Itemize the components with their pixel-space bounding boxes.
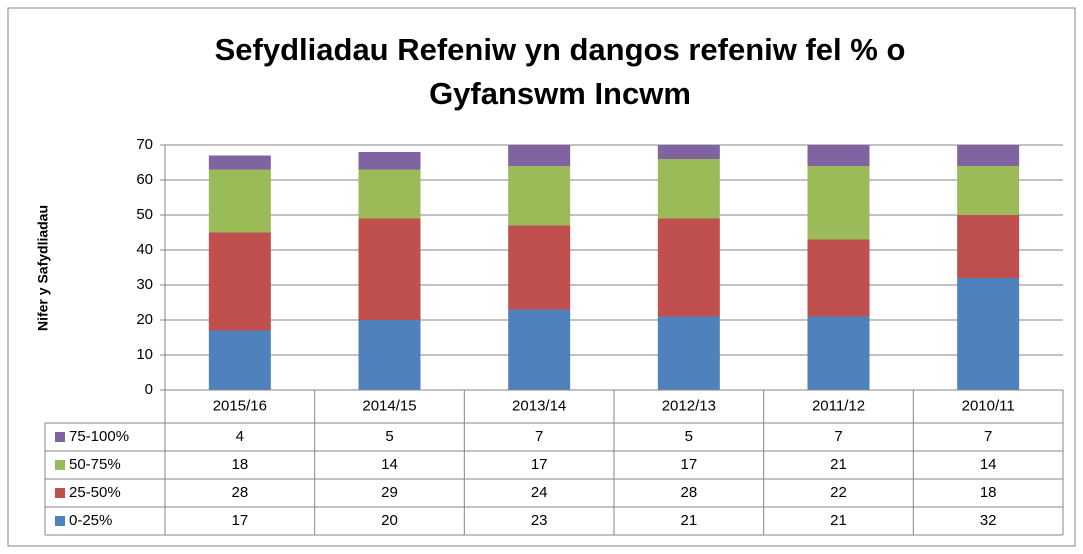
bars	[208, 145, 1020, 390]
x-tick-label: 2015/16	[213, 397, 267, 414]
bar-segment	[508, 166, 571, 226]
table-value: 17	[231, 512, 248, 529]
x-tick-label: 2014/15	[362, 397, 416, 414]
y-tick-label: 20	[136, 311, 153, 328]
y-tick-label: 0	[145, 381, 153, 398]
bar-segment	[358, 169, 421, 219]
y-tick-label: 40	[136, 241, 153, 258]
legend-swatch	[55, 488, 65, 498]
bar-segment	[657, 159, 720, 219]
table-value: 5	[685, 428, 693, 445]
bar-segment	[957, 145, 1020, 166]
bar-segment	[208, 155, 271, 170]
table-value: 21	[830, 456, 847, 473]
table-value: 21	[680, 512, 697, 529]
table-value: 28	[231, 484, 248, 501]
table-value: 32	[980, 512, 997, 529]
table-value: 17	[680, 456, 697, 473]
legend-label: 25-50%	[69, 484, 121, 501]
bar-segment	[807, 145, 870, 166]
x-tick-label: 2012/13	[662, 397, 716, 414]
bar-segment	[807, 239, 870, 317]
bar-segment	[358, 320, 421, 390]
table-value: 7	[834, 428, 842, 445]
y-tick-label: 10	[136, 346, 153, 363]
table-value: 18	[231, 456, 248, 473]
legend-swatch	[55, 432, 65, 442]
bar-segment	[807, 316, 870, 390]
table-value: 14	[980, 456, 997, 473]
y-tick-label: 60	[136, 171, 153, 188]
table-value: 29	[381, 484, 398, 501]
table-value: 17	[531, 456, 548, 473]
bar-segment	[358, 152, 421, 170]
table-value: 21	[830, 512, 847, 529]
y-tick-label: 30	[136, 276, 153, 293]
table-value: 7	[535, 428, 543, 445]
bar-segment	[508, 225, 571, 310]
bar-segment	[508, 145, 571, 166]
table-value: 20	[381, 512, 398, 529]
chart-title: Sefydliadau Refeniw yn dangos refeniw fe…	[215, 32, 906, 67]
bar-segment	[358, 218, 421, 320]
bar-segment	[957, 215, 1020, 278]
bar-segment	[957, 278, 1020, 390]
chart-title: Gyfanswm Incwm	[429, 76, 691, 111]
bar-segment	[957, 166, 1020, 215]
bar-segment	[208, 232, 271, 331]
bar-segment	[657, 316, 720, 390]
y-tick-label: 50	[136, 206, 153, 223]
bar-segment	[807, 166, 870, 240]
table-value: 28	[680, 484, 697, 501]
x-tick-label: 2011/12	[812, 397, 865, 414]
y-axis-label: Nifer y Safydliadau	[35, 205, 51, 331]
x-tick-label: 2010/11	[962, 397, 1015, 414]
table-value: 22	[830, 484, 847, 501]
table-value: 5	[385, 428, 393, 445]
legend-swatch	[55, 460, 65, 470]
table-value: 14	[381, 456, 398, 473]
table-value: 18	[980, 484, 997, 501]
table-value: 4	[236, 428, 244, 445]
table-value: 7	[984, 428, 992, 445]
x-tick-label: 2013/14	[512, 397, 566, 414]
bar-segment	[208, 330, 271, 390]
bar-segment	[657, 145, 720, 159]
y-tick-label: 70	[136, 136, 153, 153]
legend-label: 75-100%	[69, 428, 129, 445]
bar-segment	[657, 218, 720, 317]
table-value: 24	[531, 484, 548, 501]
table-value: 23	[531, 512, 548, 529]
legend-label: 0-25%	[69, 512, 112, 529]
bar-segment	[508, 309, 571, 390]
bar-segment	[208, 169, 271, 233]
legend-label: 50-75%	[69, 456, 121, 473]
legend-swatch	[55, 516, 65, 526]
